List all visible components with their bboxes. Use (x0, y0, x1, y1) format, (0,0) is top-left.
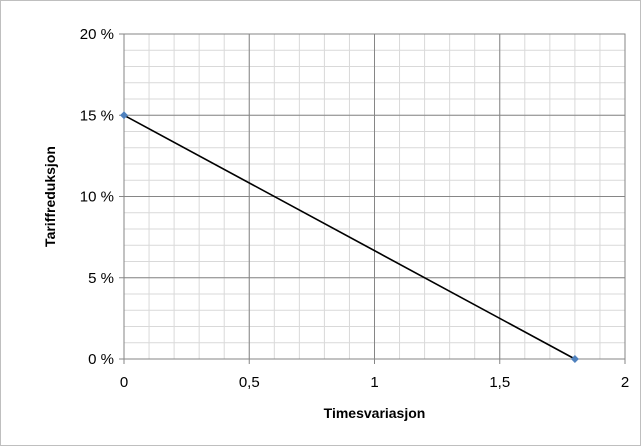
x-tick-label: 1 (370, 374, 378, 391)
y-axis-title: Tariffreduksjon (42, 146, 58, 247)
y-tick-label: 5 % (88, 270, 114, 287)
x-axis-title: Timesvariasjon (324, 405, 426, 421)
y-tick-label: 20 % (80, 26, 114, 43)
x-tick-label: 2 (621, 374, 629, 391)
y-axis-tick-labels: 0 % 5 % 10 % 15 % 20 % (80, 26, 114, 368)
y-tick-label: 0 % (88, 351, 114, 368)
x-axis-tick-labels: 0 0,5 1 1,5 2 (120, 374, 629, 391)
x-tick-label: 0 (120, 374, 128, 391)
data-point-marker (570, 355, 579, 363)
y-tick-label: 15 % (80, 107, 114, 124)
y-tick-label: 10 % (80, 189, 114, 206)
x-tick-label: 0,5 (239, 374, 260, 391)
plot-area-border (123, 33, 626, 360)
x-tick-label: 1,5 (489, 374, 510, 391)
major-gridlines (119, 33, 626, 364)
series-line (123, 114, 576, 360)
data-point-marker (120, 111, 128, 120)
series-layer (120, 111, 579, 363)
